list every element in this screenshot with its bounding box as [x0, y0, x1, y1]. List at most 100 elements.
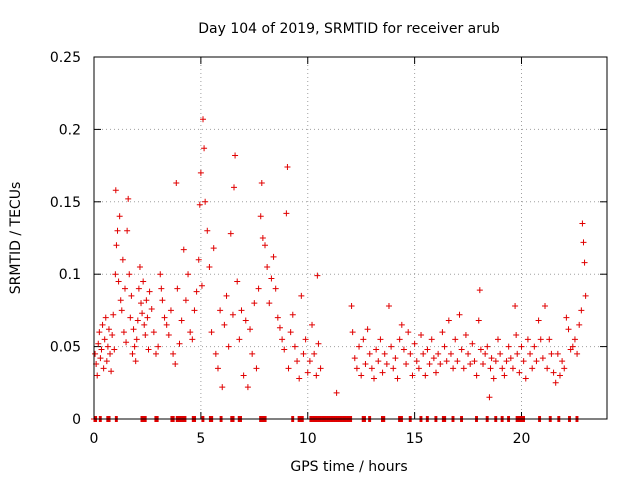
data-point — [268, 275, 275, 282]
data-point — [559, 358, 566, 365]
data-point — [439, 329, 446, 336]
data-point — [125, 195, 132, 202]
data-point — [561, 365, 568, 372]
data-point — [195, 256, 202, 263]
data-point — [240, 372, 247, 379]
y-tick-label: 0.2 — [59, 122, 81, 138]
data-point — [407, 350, 414, 357]
data-point — [135, 285, 142, 292]
data-point — [257, 213, 264, 220]
data-point — [191, 307, 198, 314]
data-point — [274, 314, 281, 321]
x-tick-label: 15 — [406, 431, 424, 447]
data-point — [373, 346, 380, 353]
data-point — [513, 332, 520, 339]
data-point — [582, 292, 589, 299]
data-point — [422, 372, 429, 379]
data-point — [136, 263, 143, 270]
data-point — [116, 213, 123, 220]
data-point — [420, 350, 427, 357]
data-point — [460, 365, 467, 372]
data-point — [113, 242, 120, 249]
data-point — [405, 329, 412, 336]
data-point — [198, 282, 205, 289]
data-point — [155, 343, 162, 350]
data-point — [306, 358, 313, 365]
data-point — [492, 358, 499, 365]
grid-lines — [94, 57, 607, 419]
data-point — [579, 220, 586, 227]
data-point — [98, 346, 105, 353]
data-point — [94, 372, 101, 379]
data-point — [490, 375, 497, 382]
data-point — [418, 332, 425, 339]
data-point — [178, 317, 185, 324]
data-point — [251, 300, 258, 307]
data-point — [565, 326, 572, 333]
data-point — [143, 297, 150, 304]
data-point — [172, 360, 179, 367]
data-point — [150, 329, 157, 336]
data-point — [450, 365, 457, 372]
data-point — [433, 369, 439, 376]
data-point — [529, 365, 536, 372]
data-point — [255, 285, 262, 292]
data-point — [104, 343, 111, 350]
data-point — [437, 360, 444, 367]
data-point — [477, 346, 484, 353]
data-point — [484, 343, 491, 350]
y-tick-label: 0.05 — [50, 340, 81, 356]
data-point — [111, 346, 118, 353]
data-point — [140, 278, 147, 285]
chart-title: Day 104 of 2019, SRMTID for receiver aru… — [198, 21, 500, 37]
data-point — [212, 350, 219, 357]
data-point — [539, 355, 546, 362]
data-point — [507, 355, 514, 362]
data-point — [377, 336, 384, 343]
data-point — [234, 278, 241, 285]
data-point — [236, 336, 243, 343]
x-tick-label: 5 — [196, 431, 205, 447]
data-point — [522, 375, 529, 382]
data-point — [142, 332, 149, 339]
data-point — [258, 179, 265, 186]
data-point — [173, 179, 180, 186]
data-point — [447, 350, 454, 357]
data-point — [375, 358, 382, 365]
data-point — [415, 365, 422, 372]
data-point — [262, 242, 268, 249]
data-point — [141, 321, 148, 328]
data-point — [285, 365, 292, 372]
data-point — [311, 350, 318, 357]
data-point — [196, 201, 203, 208]
data-point — [189, 336, 196, 343]
data-point — [130, 326, 137, 333]
data-point — [291, 343, 298, 350]
data-point — [121, 285, 128, 292]
data-point — [471, 358, 478, 365]
data-point — [232, 152, 239, 159]
data-point — [264, 263, 271, 270]
data-point — [546, 336, 553, 343]
data-point — [315, 340, 322, 347]
data-point — [214, 365, 221, 372]
data-point — [185, 271, 192, 278]
data-point — [208, 329, 215, 336]
x-tick-labels: 0 5 10 15 20 — [90, 431, 531, 447]
x-tick-label: 0 — [90, 431, 99, 447]
data-point — [132, 358, 139, 365]
data-point — [396, 336, 403, 343]
data-point — [503, 358, 510, 365]
data-point — [112, 187, 119, 194]
data-point — [542, 303, 549, 310]
data-point — [158, 285, 165, 292]
data-point — [229, 311, 236, 318]
y-tick-label: 0.15 — [50, 195, 81, 211]
data-point — [159, 297, 166, 304]
data-point — [201, 145, 208, 152]
data-point — [127, 314, 134, 321]
data-point — [266, 300, 273, 307]
data-point — [92, 350, 99, 357]
data-point — [571, 336, 578, 343]
